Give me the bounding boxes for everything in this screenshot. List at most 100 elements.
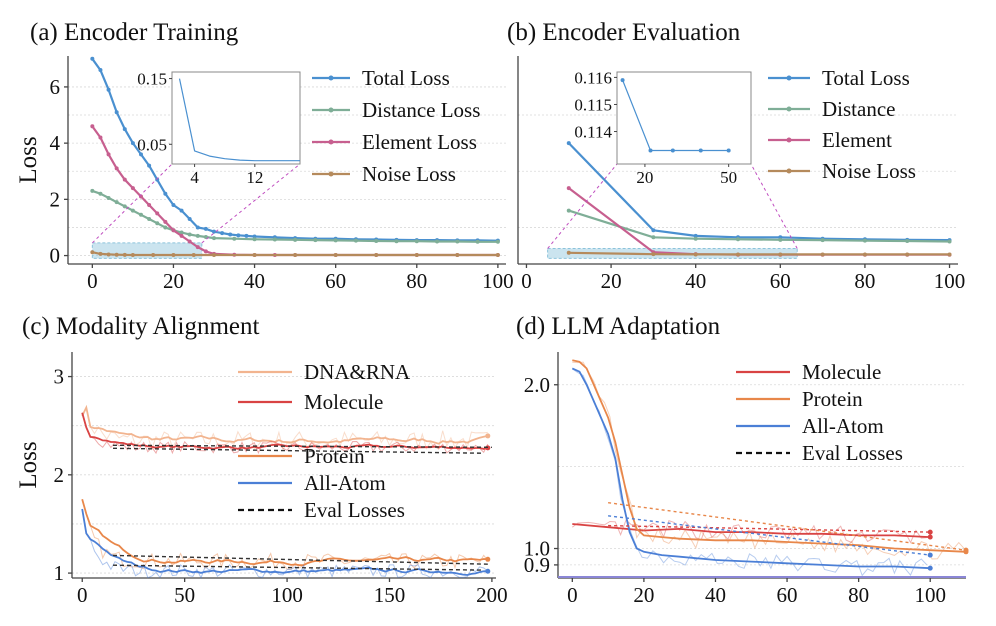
y-axis-label: Loss xyxy=(15,441,42,488)
x-tick-label: 80 xyxy=(406,269,427,293)
y-tick-label: 2.0 xyxy=(524,373,550,397)
series-distance-point xyxy=(651,235,656,240)
series-total-loss-point xyxy=(171,202,176,207)
legend-marker xyxy=(328,107,334,113)
inset-x-tick-label: 50 xyxy=(720,168,737,187)
y-tick-label: 6 xyxy=(50,75,61,99)
series-noise-loss-point xyxy=(151,253,156,258)
panel-b-encoder-evaluation: 0 20 40 60 80 100 (b) Encoder Evaluation 20 50 0.… xyxy=(507,19,965,293)
x-tick-label: 0 xyxy=(77,583,88,607)
x-tick-label: 20 xyxy=(601,269,622,293)
series-distance-loss-point xyxy=(114,200,119,205)
series-smooth-1 xyxy=(81,412,489,450)
series-total-loss-point xyxy=(139,152,143,157)
legend-label: Element Loss xyxy=(362,130,477,154)
series-total-loss-point xyxy=(228,232,233,237)
series-total-loss-point xyxy=(98,68,103,73)
series-distance-loss-point xyxy=(90,188,95,193)
y-tick-label: 4 xyxy=(50,131,61,155)
series-raw-2 xyxy=(572,368,927,577)
inset-series-point xyxy=(726,148,731,153)
series-end-point xyxy=(485,556,491,562)
series-noise-loss-point xyxy=(90,250,95,255)
series-distance-loss-point xyxy=(155,221,160,226)
chart-title: (b) Encoder Evaluation xyxy=(507,19,741,46)
series-total-loss-point xyxy=(147,163,152,168)
series-noise-loss-point xyxy=(736,252,740,257)
legend-label: Molecule xyxy=(802,360,881,384)
legend-label: Noise Loss xyxy=(822,159,916,183)
legend-marker xyxy=(786,75,792,81)
series-total-loss-point xyxy=(203,226,208,231)
series-end-point xyxy=(485,433,491,439)
legend-label: Protein xyxy=(802,387,863,411)
series-noise-loss-point xyxy=(947,252,952,257)
inset-series-point xyxy=(698,148,703,153)
legend-label: Total Loss xyxy=(822,66,910,90)
series-total-loss-point xyxy=(252,234,257,239)
legend-label: Molecule xyxy=(304,390,383,414)
series-element-loss-point xyxy=(187,239,192,244)
y-axis-label: Loss xyxy=(15,136,42,183)
eval-series-1 xyxy=(112,447,482,454)
x-tick-label: 100 xyxy=(271,583,303,607)
x-tick-label: 0 xyxy=(521,269,532,293)
x-tick-label: 40 xyxy=(705,583,726,607)
series-noise-loss-point xyxy=(252,253,257,258)
series-distance-loss-point xyxy=(187,232,192,237)
series-noise-loss-point xyxy=(293,253,298,258)
y-tick-label: 0 xyxy=(50,244,61,268)
legend-marker xyxy=(786,168,792,174)
series-noise-loss-point xyxy=(905,252,910,257)
y-tick-label: 3 xyxy=(54,365,65,389)
x-tick-label: 20 xyxy=(163,269,184,293)
inset-frame xyxy=(171,71,301,165)
series-element-loss-point xyxy=(122,177,127,182)
legend-label: Total Loss xyxy=(362,66,450,90)
series-distance-loss-point xyxy=(252,237,257,242)
eval-series-0 xyxy=(112,444,492,448)
series-distance-point xyxy=(905,238,910,243)
eval-series-2 xyxy=(608,515,931,556)
series-distance-loss-point xyxy=(203,235,208,240)
series-noise-loss-point xyxy=(778,252,783,257)
series-distance-point xyxy=(693,236,698,241)
x-tick-label: 100 xyxy=(914,583,946,607)
series-noise-loss-point xyxy=(191,253,196,258)
series-distance-loss-point xyxy=(106,195,111,200)
series-distance-loss-point xyxy=(232,236,237,241)
zoom-connector xyxy=(91,163,173,244)
zoom-connector xyxy=(750,163,798,249)
series-total-loss-point xyxy=(179,208,184,213)
series-noise-loss-point xyxy=(862,252,867,257)
series-total-loss-point xyxy=(236,233,241,238)
series-element-loss-point xyxy=(98,135,103,140)
x-tick-label: 50 xyxy=(174,583,195,607)
series-noise-loss-point xyxy=(566,250,571,255)
x-tick-label: 0 xyxy=(87,269,98,293)
series-noise-loss-point xyxy=(651,252,656,257)
series-distance-loss-point xyxy=(374,238,379,243)
series-distance-loss-point xyxy=(353,238,358,243)
series-distance-loss-point xyxy=(147,217,152,222)
inset-y-tick-label: 0.05 xyxy=(137,135,167,154)
series-distance-loss-point xyxy=(455,239,460,244)
legend-marker xyxy=(786,137,792,143)
legend-label: Distance Loss xyxy=(362,98,480,122)
inset-x-tick-label: 20 xyxy=(636,168,653,187)
series-smooth-3 xyxy=(81,508,488,576)
legend-marker xyxy=(328,171,334,177)
series-element-loss-point xyxy=(163,219,168,224)
zoom-connector xyxy=(201,163,301,244)
y-tick-label: 2 xyxy=(54,463,65,487)
series-distance-loss-point xyxy=(195,233,200,238)
panel-c-modality-alignment: 0 50 100 150 200 1 2 3 Loss (c) Modality Alignmen… xyxy=(15,313,508,607)
series-total-loss-point xyxy=(187,217,192,222)
legend-label: Eval Losses xyxy=(802,441,903,465)
series-element xyxy=(568,187,950,256)
legend-label: Distance xyxy=(822,97,895,121)
series-total-loss-point xyxy=(130,141,135,146)
eval-end-point xyxy=(927,529,933,535)
legend-marker xyxy=(786,106,792,112)
